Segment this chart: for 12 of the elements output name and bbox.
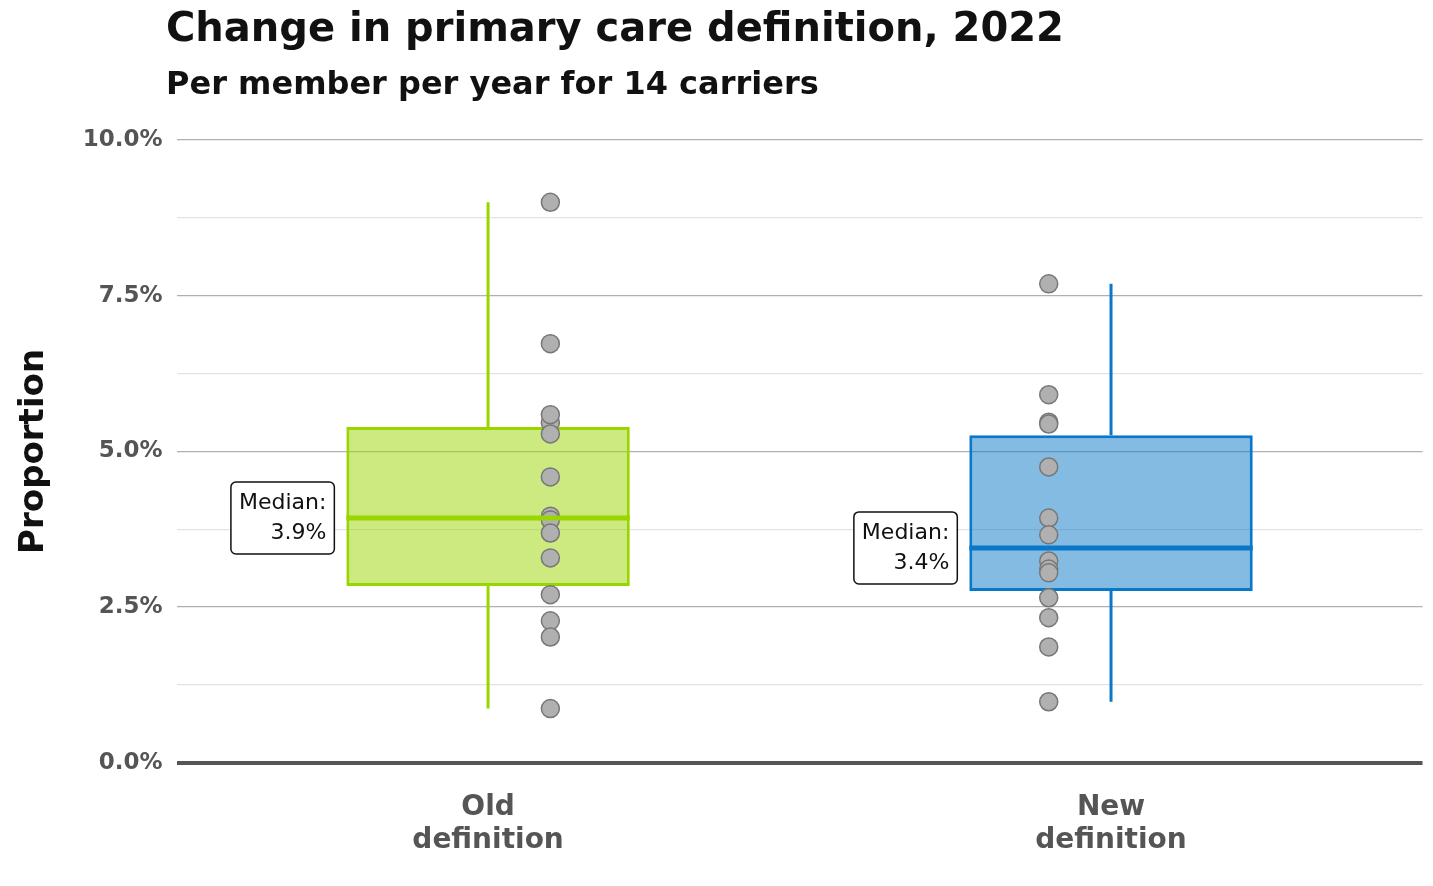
- annotation: Median: 3.9%: [238, 488, 327, 544]
- chart-title: Change in primary care definition, 2022: [166, 4, 1064, 50]
- y-tick-label: 7.5%: [98, 280, 163, 307]
- annotation: Median: 3.4%: [861, 518, 950, 574]
- x-tick-label: Old definition: [412, 788, 564, 856]
- y-axis-title: Proportion: [11, 348, 52, 554]
- chart-subtitle: Per member per year for 14 carriers: [166, 64, 819, 102]
- y-tick-label: 5.0%: [98, 436, 163, 463]
- y-tick-label: 0.0%: [98, 747, 163, 774]
- y-tick-label: 10.0%: [82, 124, 163, 151]
- y-tick-label: 2.5%: [98, 592, 163, 619]
- x-tick-label: New definition: [1035, 788, 1187, 856]
